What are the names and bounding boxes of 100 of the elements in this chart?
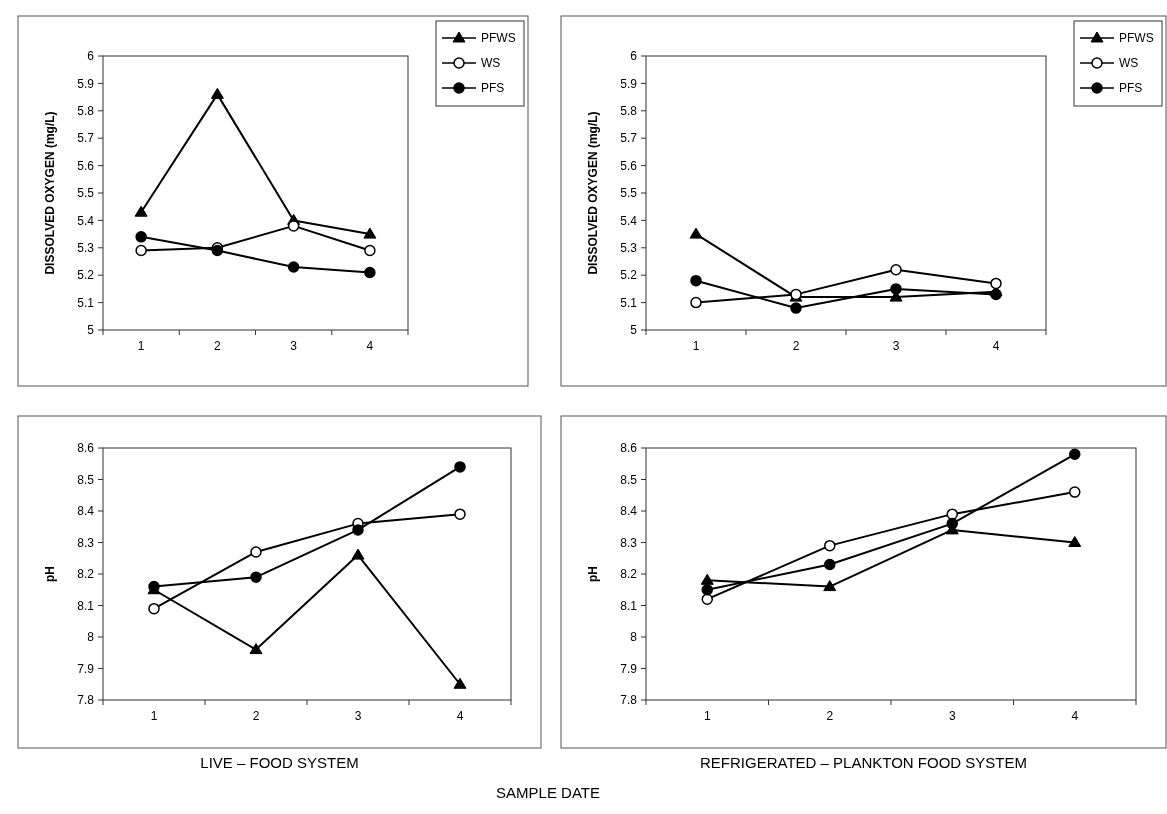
x-tick-label: 2 (252, 709, 260, 723)
point (1068, 536, 1082, 547)
point (134, 205, 148, 217)
point (823, 580, 837, 592)
point (454, 461, 466, 473)
point (689, 227, 703, 239)
y-tick-label: 8.2 (620, 567, 638, 582)
y-tick-label: 8.1 (77, 598, 95, 613)
x-tick-label: 3 (948, 709, 956, 723)
legend-label: WS (1119, 56, 1139, 71)
point (352, 524, 364, 536)
point (824, 539, 836, 552)
y-tick-label: 5.6 (77, 158, 95, 173)
x-tick-label: 2 (792, 339, 800, 353)
y-tick-label: 7.9 (77, 661, 95, 676)
y-tick-label: 8.6 (620, 441, 638, 456)
point (249, 643, 263, 655)
point (250, 571, 262, 583)
point (135, 244, 147, 257)
x-tick-label: 4 (992, 339, 1000, 353)
y-axis-title: DISSOLVED OXYGEN (mg/L) (43, 111, 57, 275)
y-tick-label: 7.8 (620, 693, 638, 708)
point (890, 283, 902, 295)
point (690, 296, 702, 309)
point (210, 87, 224, 99)
y-tick-label: 5 (630, 323, 638, 338)
x-tick-label: 4 (1071, 709, 1079, 723)
y-tick-label: 8.5 (620, 472, 638, 487)
y-tick-label: 8.3 (77, 535, 95, 550)
y-tick-label: 5.9 (620, 76, 638, 91)
point (1069, 448, 1081, 461)
y-tick-label: 5.1 (620, 295, 638, 310)
x-tick-label: 2 (826, 709, 834, 723)
y-axis-title: pH (586, 566, 600, 582)
x-axis-title: REFRIGERATED – PLANKTON FOOD SYSTEM (700, 754, 1027, 771)
x-tick-label: 1 (692, 339, 700, 353)
point (148, 602, 160, 615)
point (351, 548, 365, 560)
y-tick-label: 8.6 (77, 441, 95, 456)
y-tick-label: 5.2 (620, 268, 638, 283)
point (700, 573, 714, 585)
point (946, 517, 958, 530)
legend-label: PFS (481, 81, 505, 96)
point (454, 508, 466, 520)
y-tick-label: 6 (630, 49, 638, 64)
point (690, 274, 702, 287)
point (790, 302, 802, 314)
point (824, 558, 836, 571)
point (364, 266, 376, 279)
y-tick-label: 5.3 (77, 241, 95, 255)
y-tick-label: 8.2 (77, 567, 95, 582)
y-tick-label: 5.1 (77, 295, 95, 310)
x-tick-label: 3 (892, 339, 900, 353)
point (890, 263, 902, 276)
point (363, 227, 377, 239)
x-tick-label: 1 (703, 709, 711, 723)
point (701, 593, 713, 605)
text: SAMPLE DATE (496, 784, 600, 801)
y-tick-label: 5.3 (620, 241, 638, 255)
y-tick-label: 5.5 (620, 186, 638, 201)
point (990, 277, 1002, 290)
y-tick-label: 8.4 (77, 504, 95, 519)
x-tick-label: 2 (214, 339, 222, 353)
y-tick-label: 5.7 (620, 131, 638, 146)
x-tick-label: 4 (456, 709, 464, 723)
y-axis-title: pH (43, 566, 57, 582)
legend-label: PFS (1119, 81, 1143, 96)
point (1069, 486, 1081, 498)
y-tick-label: 5.4 (77, 213, 95, 228)
legend-label: WS (481, 56, 501, 71)
x-tick-label: 3 (290, 339, 298, 353)
point (287, 261, 300, 273)
point (990, 288, 1002, 301)
y-tick-label: 8.1 (620, 598, 638, 613)
y-tick-label: 7.9 (620, 661, 638, 676)
y-tick-label: 7.8 (77, 693, 95, 708)
y-tick-label: 8 (87, 630, 95, 645)
x-tick-label: 4 (366, 339, 374, 353)
x-tick-label: 1 (137, 339, 145, 353)
y-tick-label: 8.5 (77, 472, 95, 487)
y-axis-title: DISSOLVED OXYGEN (mg/L) (586, 111, 600, 275)
y-tick-label: 6 (87, 49, 95, 64)
y-tick-label: 8.4 (620, 504, 638, 519)
y-tick-label: 8 (630, 630, 638, 645)
y-tick-label: 5.9 (77, 76, 95, 91)
point (364, 244, 376, 257)
y-tick-label: 5.4 (620, 213, 638, 228)
point (135, 231, 147, 243)
y-tick-label: 5.5 (77, 186, 95, 201)
x-axis-title: LIVE – FOOD SYSTEM (200, 754, 359, 771)
point (287, 220, 300, 232)
x-tick-label: 1 (150, 709, 158, 723)
y-tick-label: 5 (87, 323, 95, 338)
point (250, 546, 262, 558)
legend-label: PFWS (481, 31, 516, 46)
y-tick-label: 5.6 (620, 158, 638, 173)
point (453, 677, 467, 689)
y-tick-label: 5.2 (77, 268, 95, 283)
y-tick-label: 5.7 (77, 131, 95, 146)
legend-label: PFWS (1119, 31, 1154, 46)
